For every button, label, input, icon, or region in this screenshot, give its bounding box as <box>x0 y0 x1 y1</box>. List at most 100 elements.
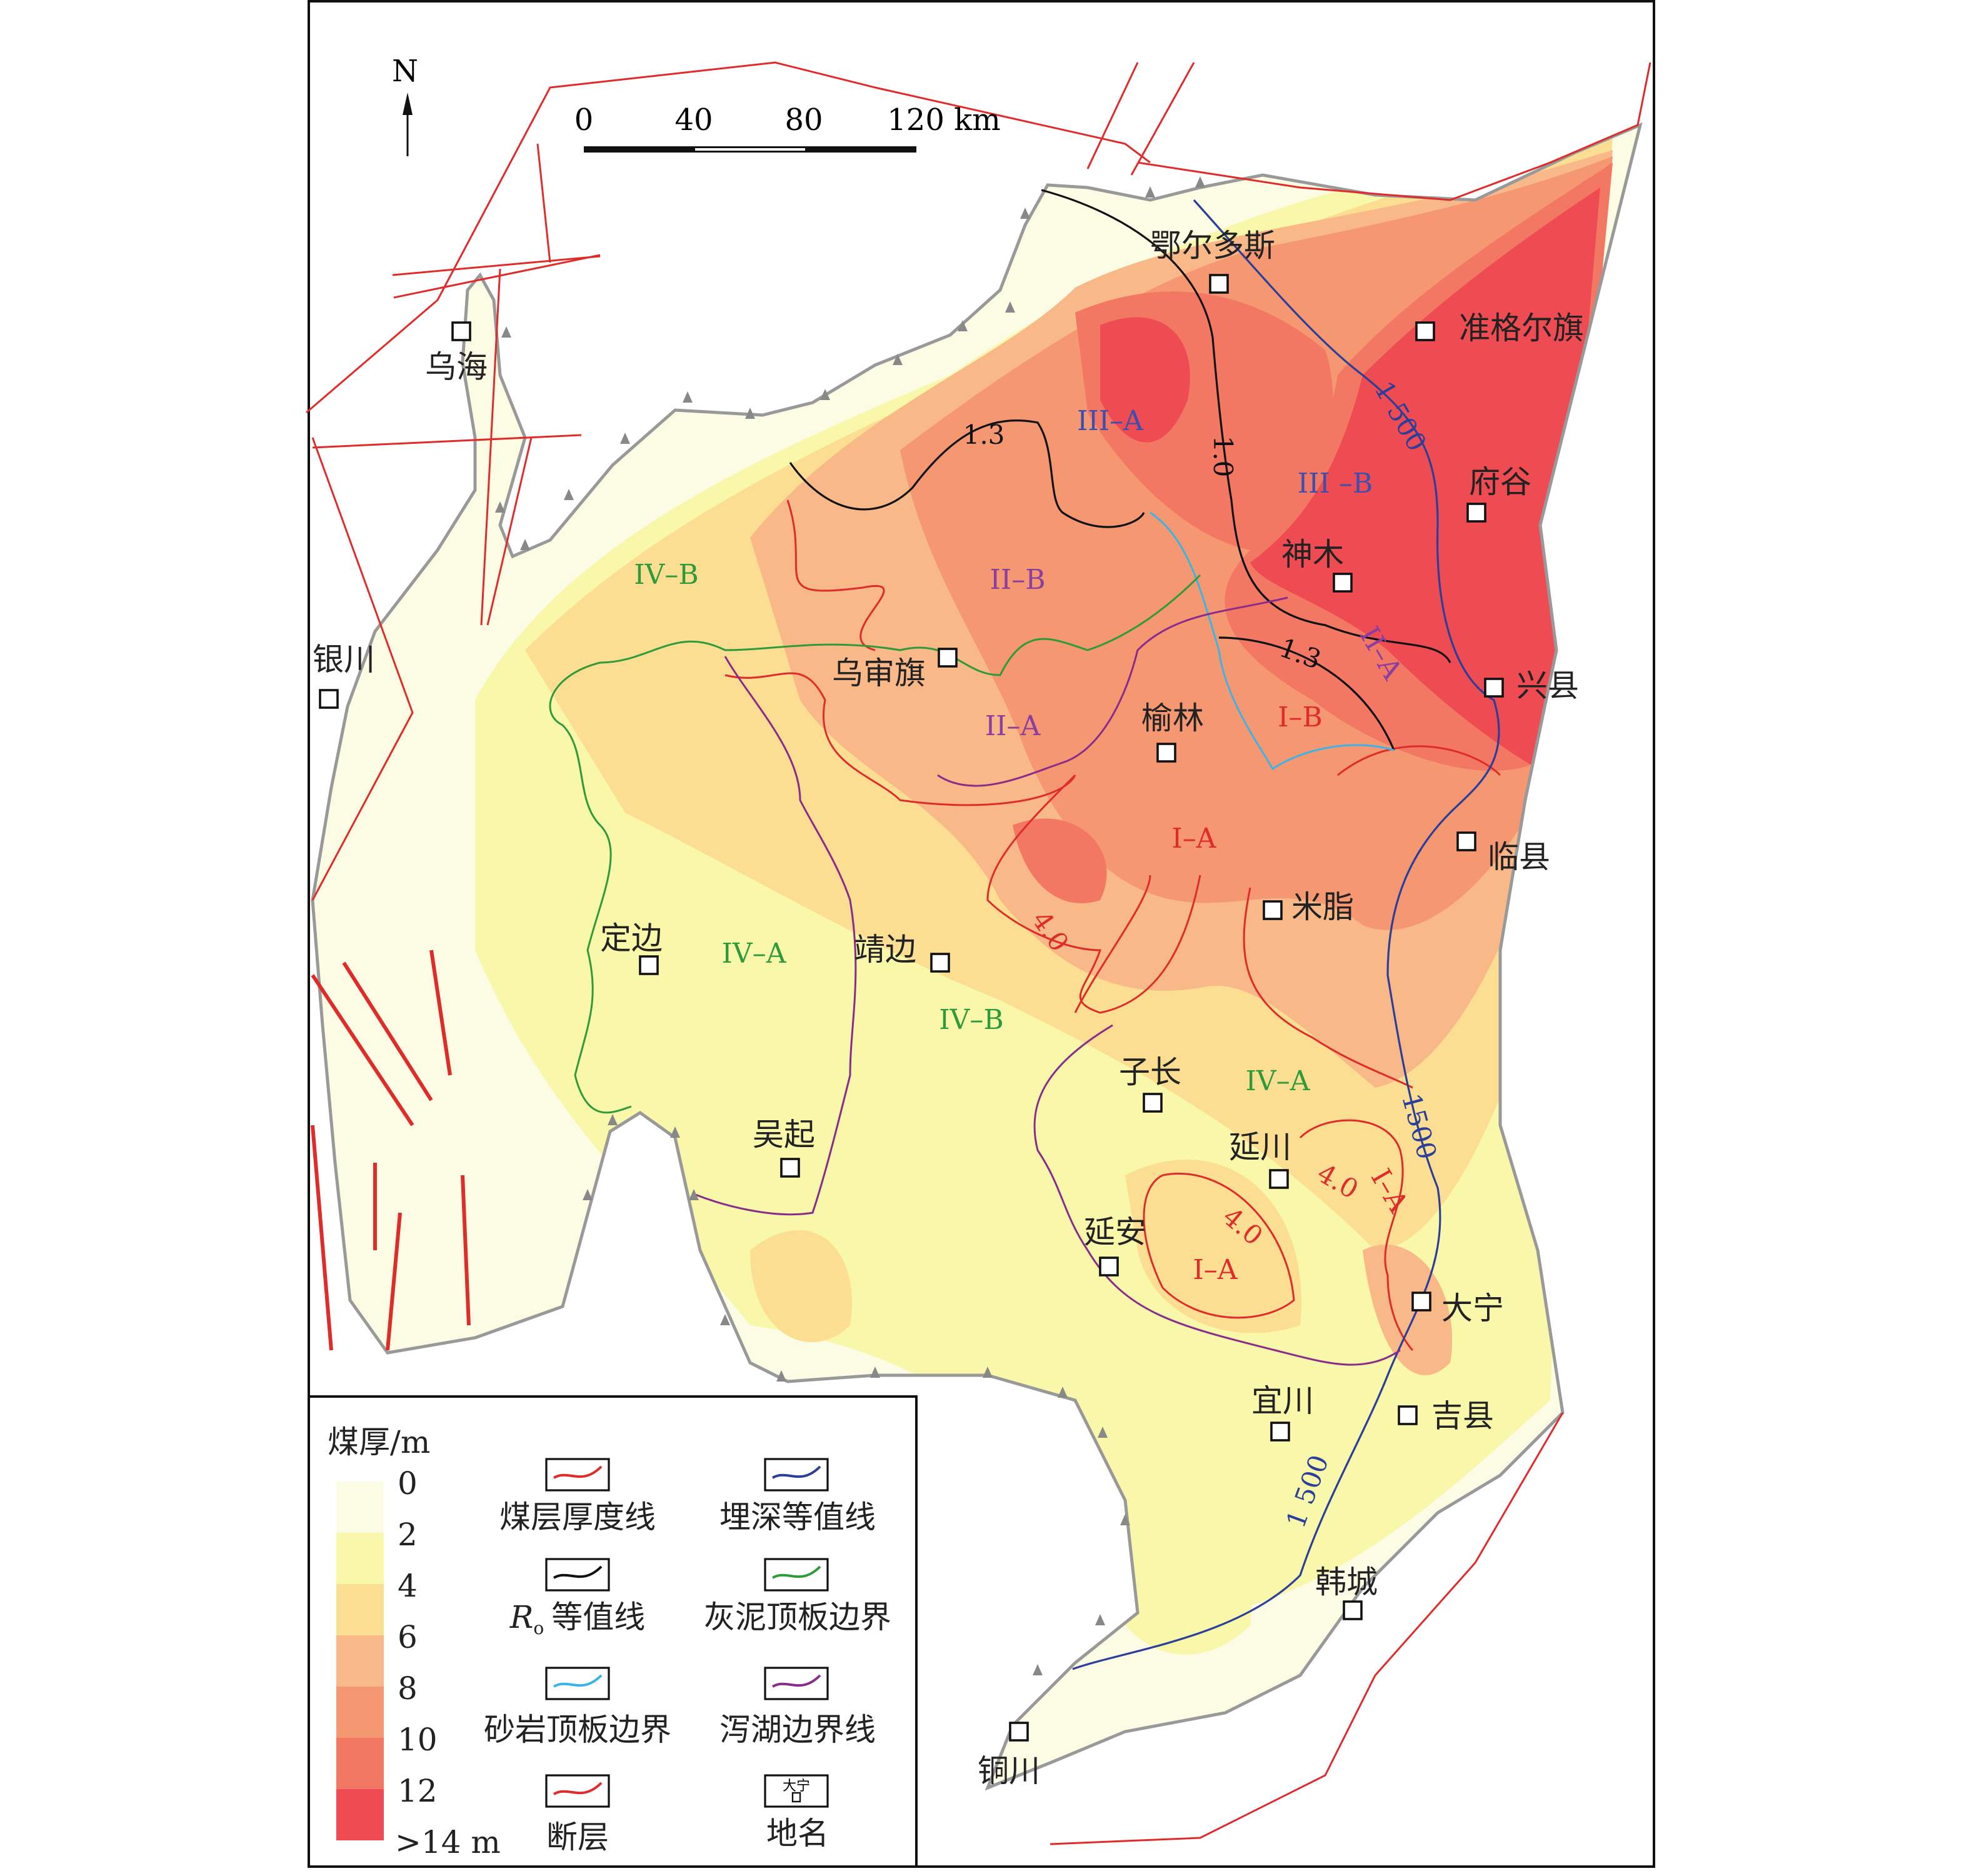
thrust-tooth-icon <box>683 391 693 403</box>
thrust-tooth-icon <box>1145 186 1155 198</box>
place-marker-icon <box>1263 900 1283 920</box>
place-marker-icon <box>1466 503 1486 523</box>
zone-label: III –B <box>1298 468 1373 499</box>
thickness-class-label: 8 <box>398 1670 418 1707</box>
zone-label: IV–B <box>939 1004 1004 1036</box>
thrust-tooth-icon <box>583 1189 593 1200</box>
place-name: 吴起 <box>753 1116 815 1153</box>
legend-label: 地名 <box>766 1815 829 1852</box>
place-name: 铜川 <box>978 1753 1040 1789</box>
thrust-tooth-icon <box>1020 208 1030 219</box>
thickness-zone <box>1250 188 1600 775</box>
place-marker-icon <box>1484 678 1504 698</box>
legend-label: Ro 等值线 <box>509 1599 646 1638</box>
zone-label: II–B <box>990 564 1045 596</box>
thickness-swatch <box>336 1482 384 1533</box>
thickness-class-label: 6 <box>398 1619 418 1655</box>
map-line <box>1150 511 1395 771</box>
place-name: 定边 <box>600 920 663 956</box>
legend: 煤厚/m 0 2 4 6 8 10 12 >14 m 煤层厚度线 埋深等值线 Ro 等值线 灰泥顶板边… <box>308 1395 918 1868</box>
contour-label: 1.0 <box>1208 436 1238 478</box>
thrust-tooth-icon <box>620 433 630 444</box>
legend-item-6: 断层 <box>545 1774 610 1855</box>
legend-sample: 大宁 <box>783 1778 810 1794</box>
legend-thickness-title: 煤厚/m <box>328 1424 430 1460</box>
zone-label: I–A <box>1171 823 1216 855</box>
thickness-class-label: 10 <box>398 1722 438 1758</box>
map-line <box>311 950 471 1351</box>
place-16: 延安 <box>1084 1214 1146 1277</box>
place-marker-icon <box>1269 1169 1289 1189</box>
place-marker-icon <box>1333 573 1353 593</box>
thrust-tooth-icon <box>1095 1614 1105 1625</box>
thrust-tooth-icon <box>983 1367 993 1378</box>
place-9: 临县 <box>1456 831 1550 875</box>
place-marker-icon <box>451 321 471 341</box>
thrust-tooth-icon <box>564 489 574 500</box>
place-marker-icon <box>1209 274 1229 294</box>
map-line <box>1072 199 1500 1670</box>
thrust-tooth-icon <box>720 1314 730 1325</box>
scale-label: 40 <box>674 103 713 138</box>
place-name: 神木 <box>1281 536 1344 573</box>
thickness-swatch <box>336 1789 384 1840</box>
thickness-class-label: 2 <box>398 1517 418 1553</box>
place-6: 乌审旗 <box>832 648 958 691</box>
zone-label: II–A <box>985 710 1041 742</box>
legend-item-4: 砂岩顶板边界 <box>484 1667 671 1748</box>
zone-label: IV–A <box>722 938 787 970</box>
thrust-tooth-icon <box>1120 1514 1130 1525</box>
place-name: 兴县 <box>1516 668 1579 704</box>
legend-line-swatch <box>771 1565 821 1579</box>
map-line <box>306 61 1651 901</box>
thickness-class-label: 4 <box>398 1568 418 1604</box>
place-10: 米脂 <box>1263 889 1354 925</box>
place-name: 准格尔旗 <box>1459 310 1584 346</box>
place-name: 府谷 <box>1469 464 1531 500</box>
place-name: 宜川 <box>1251 1383 1314 1419</box>
zone-label: IV–A <box>1246 1065 1311 1097</box>
legend-line-swatch <box>553 1782 603 1795</box>
thrust-tooth-icon <box>608 1114 618 1125</box>
place-marker-icon <box>1099 1257 1119 1277</box>
place-name: 临县 <box>1488 839 1550 875</box>
map-line <box>789 189 1451 751</box>
zone-label: I–A <box>1193 1254 1238 1286</box>
place-name: 延川 <box>1229 1129 1291 1165</box>
place-21: 铜川 <box>978 1722 1040 1789</box>
thickness-zone <box>1013 818 1107 903</box>
legend-line-swatch <box>553 1465 603 1479</box>
place-name: 吉县 <box>1431 1398 1494 1434</box>
thrust-tooth-icon <box>870 1367 880 1378</box>
thickness-swatch <box>336 1635 384 1687</box>
map-line <box>549 574 1201 1114</box>
place-name: 鄂尔多斯 <box>1150 228 1275 264</box>
place-marker-icon <box>930 953 950 973</box>
place-18: 吉县 <box>1398 1398 1494 1434</box>
map-line <box>693 596 1401 1366</box>
north-arrow: N <box>392 54 418 156</box>
place-1: 准格尔旗 <box>1415 310 1584 346</box>
place-2: 乌海 <box>425 321 488 385</box>
thickness-swatch <box>336 1738 384 1789</box>
thickness-swatch <box>336 1584 384 1635</box>
place-5: 银川 <box>313 641 375 709</box>
legend-item-3: 灰泥顶板边界 <box>704 1558 891 1635</box>
thickness-class-label: 0 <box>398 1465 418 1502</box>
legend-line-swatch <box>771 1674 821 1688</box>
zone-label: III–A <box>1077 405 1144 437</box>
place-marker-icon <box>1143 1093 1163 1113</box>
scale-label: 0 <box>574 103 594 138</box>
legend-item-1: 埋深等值线 <box>719 1458 876 1535</box>
thrust-tooth-icon <box>689 1189 699 1200</box>
place-3: 府谷 <box>1466 464 1531 523</box>
place-name: 子长 <box>1119 1054 1181 1090</box>
thrust-tooth-icon <box>495 501 505 513</box>
thrust-tooth-icon <box>520 539 530 550</box>
legend-item-2: Ro 等值线 <box>509 1558 646 1638</box>
legend-label: 埋深等值线 <box>719 1499 876 1535</box>
thickness-class-label: 12 <box>398 1773 438 1809</box>
